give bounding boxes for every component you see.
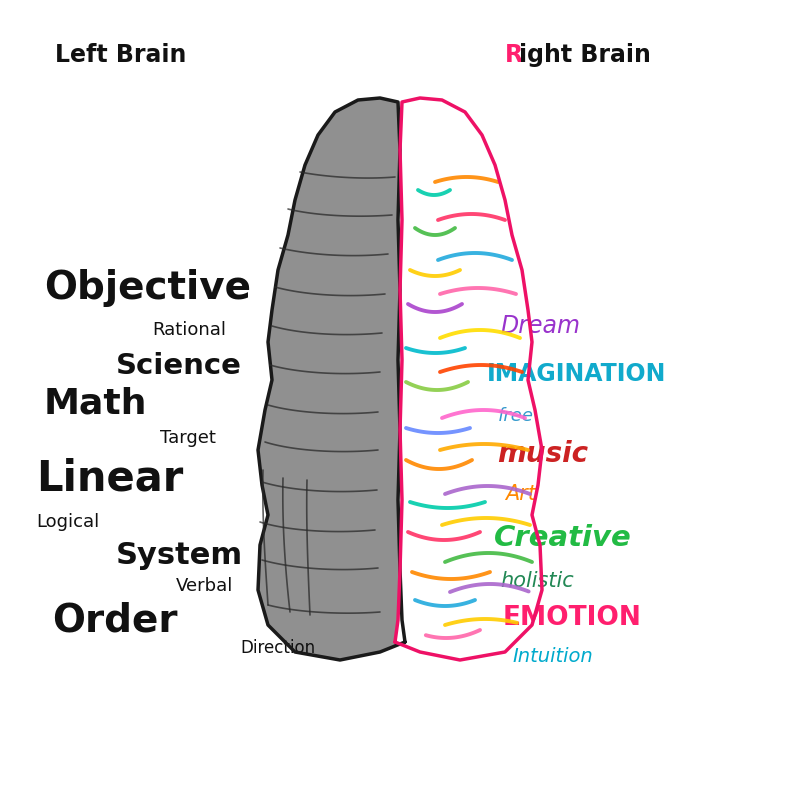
Text: Verbal: Verbal	[176, 577, 234, 594]
Polygon shape	[395, 98, 542, 660]
Text: System: System	[116, 542, 243, 570]
Text: music: music	[498, 440, 589, 468]
Text: holistic: holistic	[500, 571, 574, 590]
Text: Science: Science	[116, 352, 242, 380]
Text: Math: Math	[44, 387, 147, 421]
Text: Direction: Direction	[240, 639, 315, 657]
Text: Left Brain: Left Brain	[55, 43, 186, 67]
Text: Dream: Dream	[500, 314, 580, 338]
Polygon shape	[258, 98, 405, 660]
Text: Art: Art	[506, 484, 537, 504]
Text: Objective: Objective	[44, 269, 251, 307]
Text: IMAGINATION: IMAGINATION	[486, 362, 666, 386]
Text: Order: Order	[52, 601, 178, 639]
Text: EMOTION: EMOTION	[502, 606, 642, 631]
Text: Target: Target	[160, 430, 216, 447]
Text: Rational: Rational	[152, 321, 226, 338]
Text: ight Brain: ight Brain	[519, 43, 651, 67]
Text: free: free	[498, 407, 534, 425]
Text: Intuition: Intuition	[512, 646, 593, 666]
Text: R: R	[505, 43, 523, 67]
Text: Creative: Creative	[494, 524, 632, 552]
Text: Linear: Linear	[36, 458, 183, 499]
Text: Logical: Logical	[36, 513, 99, 530]
